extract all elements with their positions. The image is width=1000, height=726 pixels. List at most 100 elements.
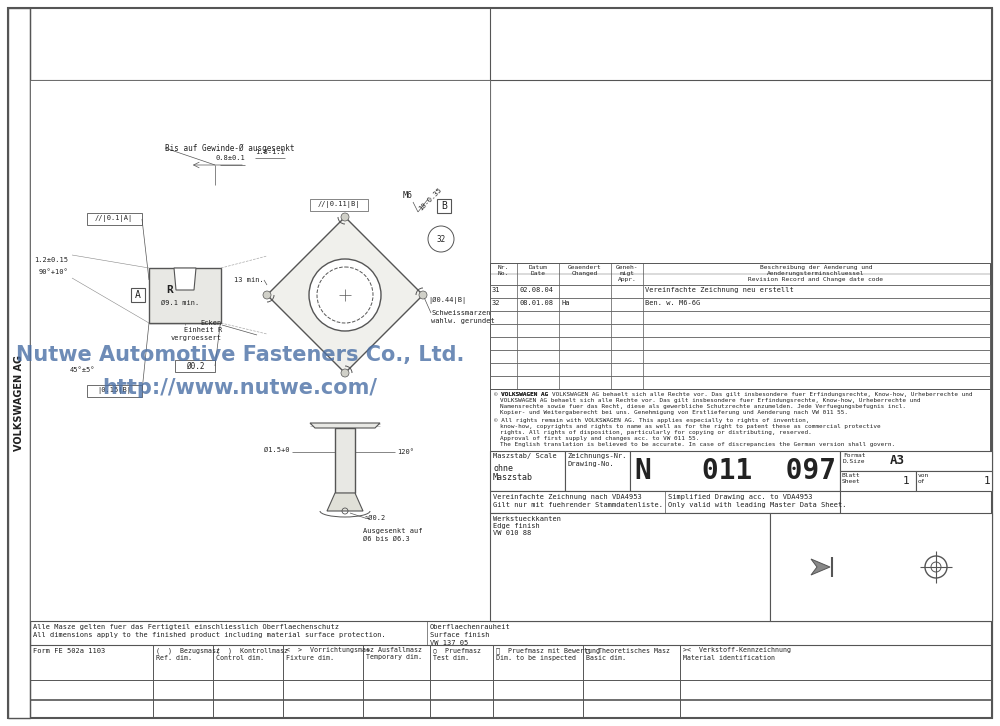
Bar: [149, 268, 221, 323]
Text: ≈Ø0.2: ≈Ø0.2: [365, 515, 386, 521]
Text: Ha: Ha: [561, 300, 570, 306]
Text: A: A: [135, 290, 141, 300]
Text: Ausgesenkt auf
Ø6 bis Ø6.3: Ausgesenkt auf Ø6 bis Ø6.3: [363, 528, 422, 542]
Bar: [175, 360, 215, 372]
Text: 13 min.: 13 min.: [234, 277, 264, 283]
Text: Ben. w. M6-6G: Ben. w. M6-6G: [645, 300, 700, 306]
Text: Nr.
No.: Nr. No.: [497, 265, 509, 276]
Bar: [490, 376, 990, 389]
Text: B: B: [441, 201, 447, 211]
Text: Ø9.1 min.: Ø9.1 min.: [161, 300, 199, 306]
Bar: [490, 513, 770, 621]
Bar: [840, 471, 916, 491]
Bar: [770, 513, 992, 621]
Circle shape: [309, 259, 381, 331]
Text: Surface finish: Surface finish: [430, 632, 490, 638]
Text: =  Ausfallmasz
Temporary dim.: = Ausfallmasz Temporary dim.: [366, 647, 422, 661]
Text: 32: 32: [492, 300, 501, 306]
Text: //|0.11|B|: //|0.11|B|: [318, 202, 360, 208]
Polygon shape: [267, 217, 423, 373]
Text: Blatt: Blatt: [842, 473, 861, 478]
Text: http://www.nutwe.com/: http://www.nutwe.com/: [103, 378, 378, 398]
Circle shape: [341, 369, 349, 377]
Text: Geneh-
migt
Appr.: Geneh- migt Appr.: [616, 265, 638, 282]
Text: All dimensions apply to the finished product including material surface protecti: All dimensions apply to the finished pro…: [33, 632, 386, 638]
Polygon shape: [811, 559, 830, 575]
Text: 1: 1: [903, 476, 909, 486]
Text: 1.2±0.15: 1.2±0.15: [34, 257, 68, 263]
Text: 0.8±0.1: 0.8±0.1: [215, 155, 245, 161]
Text: of: of: [918, 479, 926, 484]
Bar: [490, 337, 990, 350]
Text: Only valid with leading Master Data Sheet.: Only valid with leading Master Data Shee…: [668, 502, 846, 508]
Text: □  Theoretisches Masz
Basic dim.: □ Theoretisches Masz Basic dim.: [586, 647, 670, 661]
Text: Beschreibung der Aenderung und
Aenderungsterminschluessel
Revision Record and Ch: Beschreibung der Aenderung und Aenderung…: [748, 265, 884, 282]
Text: ><  Verkstoff-Kennzeichnung
Material identification: >< Verkstoff-Kennzeichnung Material iden…: [683, 647, 791, 661]
Text: M6: M6: [403, 190, 413, 200]
Text: Datum
Date: Datum Date: [529, 265, 547, 276]
Polygon shape: [310, 423, 380, 428]
Text: © All rights remain with VOLKSWAGEN AG. This applies especially to rights of inv: © All rights remain with VOLKSWAGEN AG. …: [494, 418, 809, 423]
Bar: [30, 80, 490, 621]
Bar: [630, 451, 840, 491]
Text: ○  Pruefmasz
Test dim.: ○ Pruefmasz Test dim.: [433, 647, 481, 661]
Text: VOLKSWAGEN AG behaelt sich alle Rechte vor. Das gilt insbesondere fuer Erfindung: VOLKSWAGEN AG behaelt sich alle Rechte v…: [500, 398, 920, 403]
Text: Schweissmarzen
wahlw. gerundet: Schweissmarzen wahlw. gerundet: [431, 310, 495, 324]
Bar: [87, 385, 142, 397]
Bar: [490, 285, 990, 298]
Bar: [490, 298, 990, 311]
Text: 1: 1: [984, 476, 990, 486]
Text: von: von: [918, 473, 929, 478]
Text: 45°±5°: 45°±5°: [70, 367, 95, 373]
Text: 120°: 120°: [397, 449, 414, 455]
Polygon shape: [174, 268, 196, 290]
Text: VOLKSWAGEN AG: VOLKSWAGEN AG: [14, 355, 24, 451]
Text: <  >  Vorrichtungsmasz
Fixture dim.: < > Vorrichtungsmasz Fixture dim.: [286, 647, 374, 661]
Text: VW 010 88: VW 010 88: [493, 530, 531, 536]
Text: ohne: ohne: [493, 464, 513, 473]
Bar: [565, 451, 630, 491]
Text: © VOLKSWAGEN AG VOLKSWAGEN AG behaelt sich alle Rechte vor. Das gilt insbesonder: © VOLKSWAGEN AG VOLKSWAGEN AG behaelt si…: [494, 392, 972, 397]
Text: Edge finish: Edge finish: [493, 523, 540, 529]
Text: VOLKSWAGEN AG: VOLKSWAGEN AG: [501, 392, 548, 397]
Text: Approval of first supply and changes acc. to VW 011 55.: Approval of first supply and changes acc…: [500, 436, 699, 441]
Bar: [335, 428, 355, 493]
Text: Simplified Drawing acc. to VDA4953: Simplified Drawing acc. to VDA4953: [668, 494, 812, 500]
Text: Gilt nur mit fuehrender Stammdatenliste.: Gilt nur mit fuehrender Stammdatenliste.: [493, 502, 663, 508]
Text: N   011  097: N 011 097: [635, 457, 836, 485]
Bar: [8, 8, 30, 718]
Text: D.Size: D.Size: [843, 459, 866, 464]
Text: 02.08.04: 02.08.04: [519, 287, 553, 293]
Text: Oberflaechenrauheit: Oberflaechenrauheit: [430, 624, 511, 630]
Text: Ø1.5+0: Ø1.5+0: [264, 447, 290, 453]
Text: Sheet: Sheet: [842, 479, 861, 484]
Text: 1.8-1.1: 1.8-1.1: [255, 149, 285, 155]
Text: 31: 31: [492, 287, 501, 293]
Bar: [490, 451, 565, 491]
Circle shape: [419, 291, 427, 299]
Text: VW 137 05: VW 137 05: [430, 640, 468, 646]
Text: 32: 32: [436, 234, 446, 243]
Text: Namensrechte sowie fuer das Recht, diese als gewerbliche Schutzrechte anzumelden: Namensrechte sowie fuer das Recht, diese…: [500, 404, 906, 409]
Bar: [490, 324, 990, 337]
Text: //|0.1|A|: //|0.1|A|: [95, 216, 133, 222]
Text: Bis auf Gewinde-Ø ausgesenkt: Bis auf Gewinde-Ø ausgesenkt: [165, 144, 294, 152]
Text: Format: Format: [843, 453, 866, 458]
Bar: [310, 199, 368, 211]
Circle shape: [341, 213, 349, 221]
Text: Maszstab/ Scale: Maszstab/ Scale: [493, 453, 557, 459]
Bar: [490, 263, 990, 285]
Bar: [490, 363, 990, 376]
Text: R: R: [167, 285, 173, 295]
Text: know-how, copyrights and rights to name as well as for the right to patent these: know-how, copyrights and rights to name …: [500, 424, 881, 429]
Text: |Ø0.44|B|: |Ø0.44|B|: [428, 296, 466, 303]
Text: 08.01.08: 08.01.08: [519, 300, 553, 306]
Text: Kopier- und Weitergaberecht bei uns. Genehmigung von Erstlieferung und Aenderung: Kopier- und Weitergaberecht bei uns. Gen…: [500, 410, 848, 415]
Text: Ø0.2: Ø0.2: [186, 362, 204, 370]
Text: Vereinfachte Zeichnung neu erstellt: Vereinfachte Zeichnung neu erstellt: [645, 287, 794, 293]
Text: Werkstueckkanten: Werkstueckkanten: [493, 516, 561, 522]
Text: (  )  Bezugsmasz
Ref. dim.: ( ) Bezugsmasz Ref. dim.: [156, 647, 220, 661]
Text: |0.15|B|: |0.15|B|: [97, 388, 131, 394]
Bar: [490, 311, 990, 324]
Text: Drawing-No.: Drawing-No.: [568, 461, 615, 467]
